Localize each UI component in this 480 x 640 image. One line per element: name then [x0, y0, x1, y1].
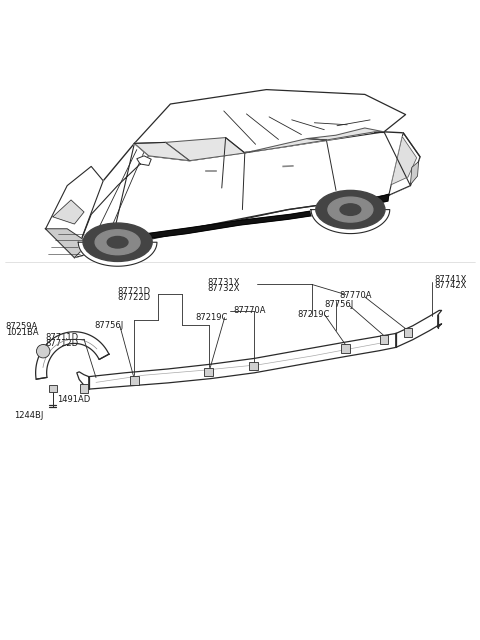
- Bar: [404, 328, 412, 337]
- Bar: [49, 385, 57, 392]
- Ellipse shape: [340, 204, 361, 215]
- Text: 87731X: 87731X: [207, 278, 240, 287]
- Polygon shape: [89, 333, 396, 389]
- Text: 87219C: 87219C: [195, 312, 227, 322]
- Polygon shape: [46, 228, 89, 257]
- Polygon shape: [410, 161, 419, 184]
- Text: 1244BJ: 1244BJ: [14, 412, 44, 420]
- Polygon shape: [78, 242, 157, 266]
- Text: 87219C: 87219C: [298, 310, 330, 319]
- Polygon shape: [46, 132, 420, 257]
- Circle shape: [36, 344, 50, 358]
- Text: 87722D: 87722D: [118, 293, 151, 302]
- Polygon shape: [166, 138, 245, 161]
- Text: 87711D: 87711D: [46, 333, 79, 342]
- Text: 87756J: 87756J: [324, 300, 353, 309]
- Text: 87770A: 87770A: [340, 291, 372, 300]
- Text: 87712D: 87712D: [46, 339, 79, 348]
- Polygon shape: [396, 310, 442, 348]
- Polygon shape: [53, 200, 84, 224]
- Text: 87741X: 87741X: [434, 275, 467, 284]
- Text: 87770A: 87770A: [233, 306, 266, 315]
- Bar: [341, 344, 350, 353]
- Polygon shape: [137, 156, 151, 165]
- Text: 87721D: 87721D: [118, 287, 151, 296]
- Polygon shape: [245, 138, 326, 153]
- Text: 1021BA: 1021BA: [6, 328, 38, 337]
- Polygon shape: [134, 142, 190, 161]
- Text: 87756J: 87756J: [94, 321, 123, 330]
- Text: 87259A: 87259A: [6, 322, 38, 331]
- Polygon shape: [389, 133, 420, 195]
- Polygon shape: [134, 90, 406, 161]
- Text: 87732X: 87732X: [207, 284, 240, 293]
- Polygon shape: [391, 136, 417, 184]
- Polygon shape: [311, 210, 390, 234]
- Polygon shape: [118, 195, 389, 242]
- Polygon shape: [74, 143, 149, 257]
- Bar: [130, 376, 139, 385]
- Bar: [80, 384, 88, 393]
- Polygon shape: [36, 332, 109, 380]
- Bar: [249, 362, 258, 371]
- Bar: [204, 367, 213, 376]
- Ellipse shape: [107, 236, 128, 248]
- Text: 1491AD: 1491AD: [57, 395, 90, 404]
- Ellipse shape: [328, 197, 373, 222]
- Ellipse shape: [83, 223, 152, 261]
- Polygon shape: [307, 128, 384, 140]
- Ellipse shape: [95, 230, 140, 255]
- Ellipse shape: [316, 191, 385, 228]
- Bar: [380, 335, 388, 344]
- Polygon shape: [46, 166, 103, 257]
- Text: 87742X: 87742X: [434, 281, 467, 290]
